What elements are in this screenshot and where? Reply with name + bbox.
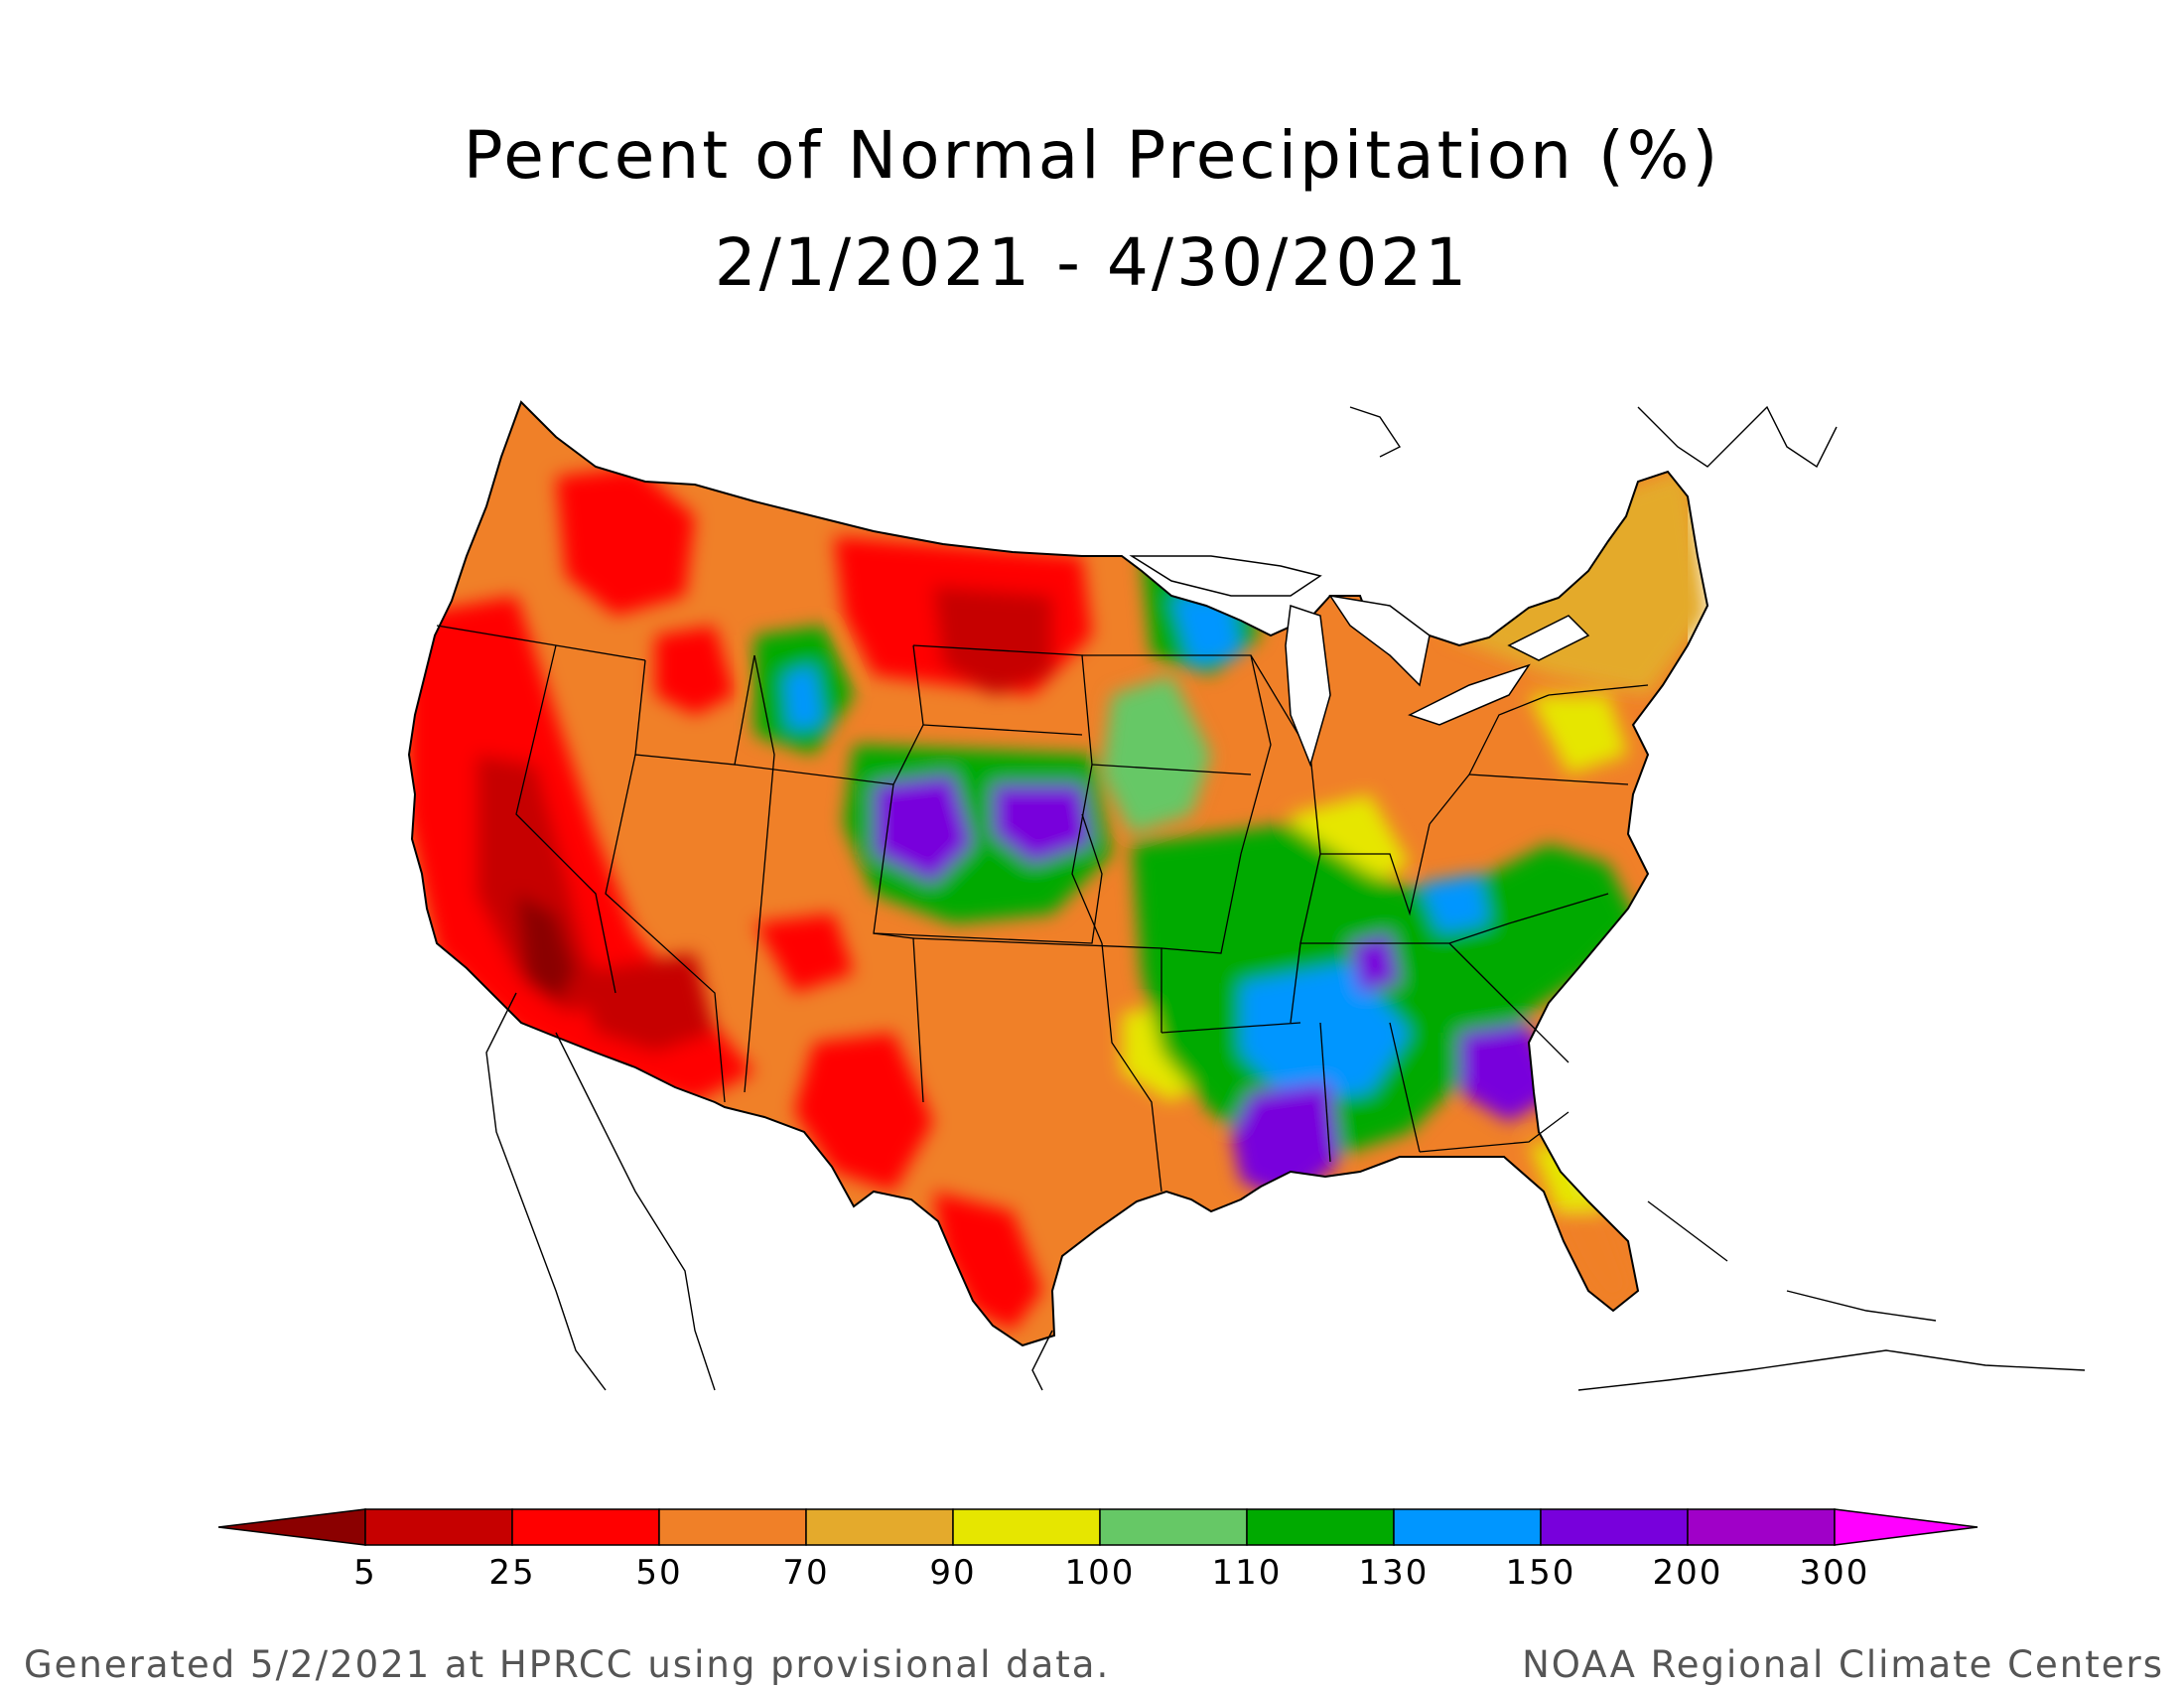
- legend-label: 50: [635, 1553, 682, 1593]
- legend-label: 70: [782, 1553, 829, 1593]
- legend-swatch: [1687, 1508, 1836, 1546]
- generated-note: Generated 5/2/2021 at HPRCC using provis…: [24, 1643, 1111, 1686]
- date-range: 2/1/2021 - 4/30/2021: [714, 224, 1470, 301]
- color-legend: 5 25 50 70 90 100 110 130 150 200 300: [217, 1508, 1979, 1593]
- legend-label: 200: [1653, 1553, 1723, 1593]
- precipitation-field: [409, 402, 1707, 1345]
- legend-swatch: [217, 1508, 366, 1546]
- legend-swatch: [805, 1508, 954, 1546]
- legend-label: 90: [929, 1553, 976, 1593]
- great-lakes: [1129, 555, 1590, 768]
- legend-label: 110: [1212, 1553, 1283, 1593]
- credit-text: NOAA Regional Climate Centers: [1522, 1643, 2164, 1686]
- legend-swatch: [658, 1508, 807, 1546]
- map-title: Percent of Normal Precipitation (%): [463, 117, 1721, 194]
- legend-swatch: [364, 1508, 513, 1546]
- legend-swatch: [952, 1508, 1101, 1546]
- legend-label: 130: [1359, 1553, 1430, 1593]
- legend-swatch: [1246, 1508, 1395, 1546]
- legend-swatch: [1099, 1508, 1248, 1546]
- legend-swatch: [1834, 1508, 1979, 1546]
- neighbor-coastlines: [485, 405, 2086, 1391]
- legend-label: 100: [1065, 1553, 1136, 1593]
- legend-swatch: [1540, 1508, 1689, 1546]
- legend-label: 300: [1800, 1553, 1870, 1593]
- legend-swatch: [1393, 1508, 1542, 1546]
- legend-label: 150: [1506, 1553, 1576, 1593]
- legend-label: 25: [488, 1553, 535, 1593]
- state-boundaries: [436, 625, 1649, 1193]
- legend-label: 5: [353, 1553, 377, 1593]
- legend-swatch: [511, 1508, 660, 1546]
